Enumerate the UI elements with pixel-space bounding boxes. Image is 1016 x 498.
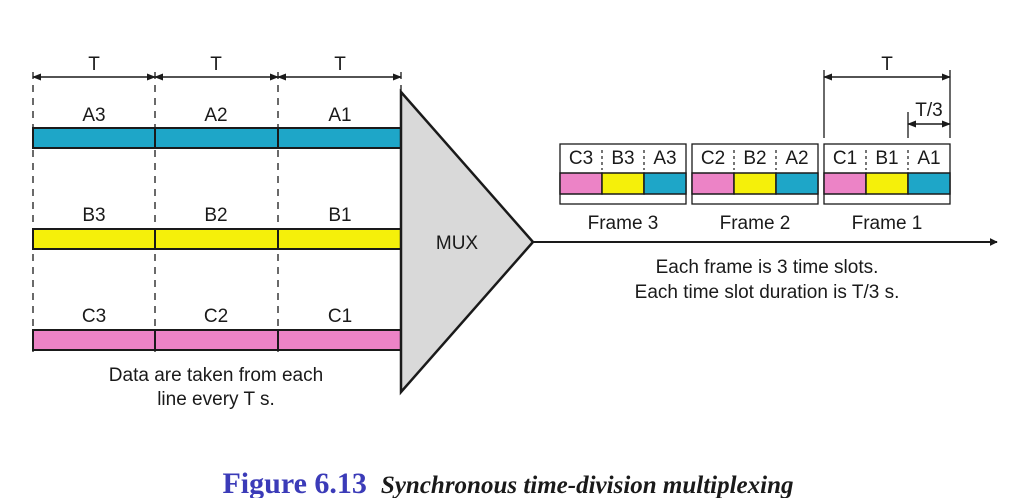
input-line-c: C3 C2 C1: [32, 306, 402, 351]
slot-label: C1: [833, 148, 857, 169]
frame-1: C1 B1 A1 Frame 1: [823, 143, 951, 234]
line-bar-a: [32, 127, 402, 149]
caption-title: Synchronous time-division multiplexing: [381, 472, 794, 498]
frame-3: C3 B3 A3 Frame 3: [559, 143, 687, 234]
slot-label: A2: [785, 148, 808, 169]
slot-b: [601, 172, 645, 195]
input-line-a: A3 A2 A1: [32, 105, 402, 149]
input-period-markers: T T T: [32, 54, 402, 81]
line-bar-c: [32, 329, 402, 351]
slot-label: C3: [569, 148, 593, 169]
data-unit-label: B3: [82, 205, 105, 226]
data-unit-label: C2: [204, 306, 228, 327]
frame-timing-markers: T T/3: [823, 54, 951, 138]
caption-line: Figure 6.13 Synchronous time-division mul…: [222, 467, 793, 498]
slot-a: [643, 172, 687, 195]
slot-label: C2: [701, 148, 725, 169]
output-note: Each frame is 3 time slots.: [656, 257, 879, 278]
caption-number: Figure 6.13: [222, 467, 366, 498]
slot-b: [865, 172, 909, 195]
frame-2: C2 B2 A2 Frame 2: [691, 143, 819, 234]
period-label: T: [210, 54, 222, 75]
mux-label: MUX: [436, 233, 479, 254]
data-unit-label: C1: [328, 306, 352, 327]
slot-c: [691, 172, 735, 195]
slot-a: [907, 172, 951, 195]
output-note: Each time slot duration is T/3 s.: [635, 282, 900, 303]
slot-label: B3: [611, 148, 634, 169]
mux-block: MUX: [399, 88, 535, 396]
frame-label: Frame 3: [588, 213, 659, 234]
frame-label: Frame 1: [852, 213, 923, 234]
slot-label: A1: [917, 148, 940, 169]
slot-duration-label: T/3: [915, 100, 942, 121]
slot-label: B2: [743, 148, 766, 169]
input-note: Data are taken from each: [109, 365, 323, 386]
frame-label: Frame 2: [720, 213, 791, 234]
slot-label: B1: [875, 148, 898, 169]
data-unit-label: B1: [328, 205, 351, 226]
line-bar-b: [32, 228, 402, 250]
mux-triangle: [399, 88, 535, 396]
data-unit-label: A1: [328, 105, 351, 126]
data-unit-label: A3: [82, 105, 105, 126]
slot-a: [775, 172, 819, 195]
figure-caption: Figure 6.13 Synchronous time-division mul…: [222, 467, 793, 498]
slot-label: A3: [653, 148, 676, 169]
data-unit-label: A2: [204, 105, 227, 126]
input-line-b: B3 B2 B1: [32, 205, 402, 250]
slot-c: [559, 172, 603, 195]
period-label: T: [88, 54, 100, 75]
input-note: line every T s.: [157, 389, 275, 410]
data-unit-label: C3: [82, 306, 106, 327]
slot-b: [733, 172, 777, 195]
period-boundaries: [32, 72, 402, 352]
frame-period-label: T: [881, 54, 893, 75]
period-label: T: [334, 54, 346, 75]
slot-c: [823, 172, 867, 195]
data-unit-label: B2: [204, 205, 227, 226]
